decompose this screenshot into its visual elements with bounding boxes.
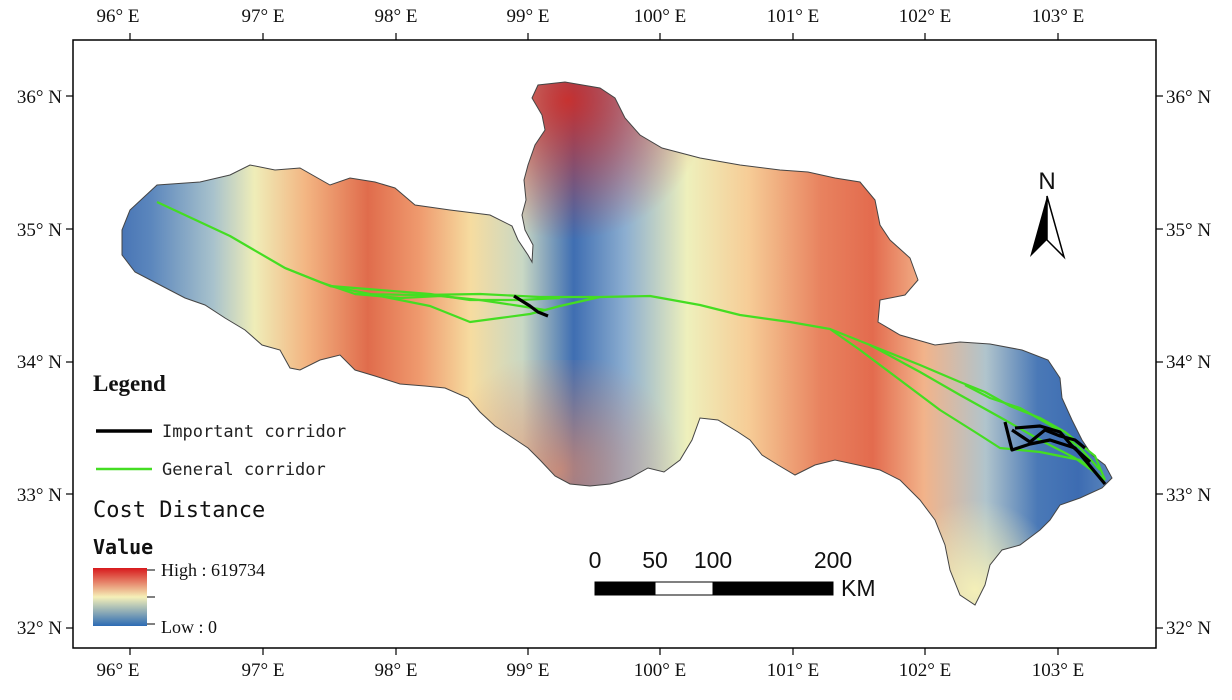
- lon-tick-bottom-99: 99° E: [507, 660, 550, 681]
- lon-tick-top-96: 96° E: [97, 6, 140, 27]
- general-corridor-west-branch: [284, 266, 601, 324]
- lon-tick-bottom-102: 102° E: [899, 660, 951, 681]
- scale-label-100: 100: [694, 547, 732, 573]
- cost-color-ramp: [93, 568, 147, 626]
- lon-tick-bottom-101: 101° E: [767, 660, 819, 681]
- legend-general-label: General corridor: [162, 460, 326, 480]
- scale-bar: 0 50 100 200 KM: [589, 547, 876, 601]
- legend-title: Legend: [93, 371, 166, 396]
- north-arrow-icon: [1030, 195, 1066, 260]
- north-arrow: N: [1030, 168, 1066, 260]
- important-corridor-east-2: [1011, 428, 1086, 450]
- ramp-low-label: Low : 0: [161, 617, 217, 637]
- lat-tick-right-32: 32° N: [1166, 618, 1211, 639]
- lon-tick-bottom-100: 100° E: [634, 660, 686, 681]
- north-label: N: [1038, 168, 1055, 195]
- lon-tick-bottom-103: 103° E: [1032, 660, 1084, 681]
- lat-tick-left-35: 35° N: [17, 220, 62, 241]
- basin-boundary: [121, 81, 1113, 606]
- lat-tick-left-32: 32° N: [17, 618, 62, 639]
- scale-label-50: 50: [642, 547, 668, 573]
- important-corridor-west: [513, 294, 549, 318]
- lat-tick-left-34: 34° N: [17, 352, 62, 373]
- lat-tick-left-36: 36° N: [17, 87, 62, 108]
- lon-tick-top-99: 99° E: [507, 6, 550, 27]
- general-corridors: [156, 201, 1107, 481]
- lat-tick-right-33: 33° N: [1166, 485, 1211, 506]
- lon-tick-top-103: 103° E: [1032, 6, 1084, 27]
- ramp-high-label: High : 619734: [161, 560, 265, 580]
- important-corridor-east-1: [1003, 421, 1107, 486]
- lon-tick-bottom-96: 96° E: [97, 660, 140, 681]
- lat-tick-right-34: 34° N: [1166, 352, 1211, 373]
- lon-tick-top-102: 102° E: [899, 6, 951, 27]
- lat-tick-left-33: 33° N: [17, 485, 62, 506]
- cost-distance-title: Cost Distance: [93, 498, 265, 523]
- scale-label-200: 200: [814, 547, 852, 573]
- lon-tick-bottom-98: 98° E: [375, 660, 418, 681]
- lat-tick-right-35: 35° N: [1166, 220, 1211, 241]
- scale-unit: KM: [841, 575, 876, 601]
- lat-tick-right-36: 36° N: [1166, 87, 1211, 108]
- general-corridor-east-branch-3: [964, 384, 1101, 471]
- important-corridors: [513, 294, 1107, 486]
- lon-tick-top-98: 98° E: [375, 6, 418, 27]
- important-corridor-east-3: [1014, 424, 1092, 464]
- general-corridor-west-branch-3: [354, 292, 546, 312]
- scale-label-0: 0: [589, 547, 602, 573]
- general-corridor-east-branch: [829, 328, 1106, 481]
- legend: Legend Important corridor General corrid…: [93, 371, 346, 637]
- legend-important-label: Important corridor: [162, 422, 346, 442]
- lon-tick-top-101: 101° E: [767, 6, 819, 27]
- tick-marks: [66, 33, 1163, 655]
- lon-tick-top-100: 100° E: [634, 6, 686, 27]
- lon-tick-top-97: 97° E: [242, 6, 285, 27]
- value-title: Value: [93, 535, 153, 559]
- lon-tick-bottom-97: 97° E: [242, 660, 285, 681]
